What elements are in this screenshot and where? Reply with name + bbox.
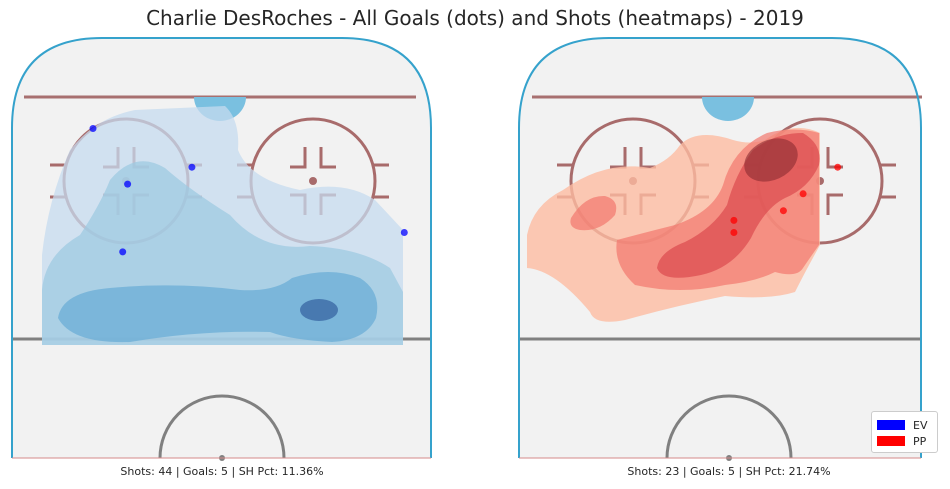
goal-crease xyxy=(702,97,754,121)
pp-heat-level-4 xyxy=(744,138,798,182)
pp-rink-panel xyxy=(518,37,922,461)
rink-boards xyxy=(11,37,432,458)
pp-goal-dot-5 xyxy=(730,229,738,236)
center-circle xyxy=(665,394,793,459)
legend-item-ev: EV xyxy=(877,418,927,432)
pp-goal-dots xyxy=(730,163,842,236)
legend-swatch-pp xyxy=(877,436,905,446)
pp-goal-dot-2 xyxy=(799,190,807,198)
ev-stats-caption: Shots: 44 | Goals: 5 | SH Pct: 11.36% xyxy=(120,465,324,478)
pp-goal-dot-3 xyxy=(779,207,787,215)
pp-goal-dot-1 xyxy=(834,163,842,171)
ev-heat-level-4 xyxy=(300,299,338,321)
ev-goal-dots xyxy=(89,125,408,256)
legend-label-pp: PP xyxy=(913,434,927,448)
faceoff-dot-right xyxy=(309,177,317,185)
pp-goal-dot-4 xyxy=(730,216,738,224)
ev-goal-dot-2 xyxy=(188,163,196,171)
ev-rink-panel xyxy=(11,37,432,461)
legend-label-ev: EV xyxy=(913,418,928,432)
legend-swatch-ev xyxy=(877,420,905,430)
ev-heat-level-3 xyxy=(58,272,378,343)
rink-boards xyxy=(518,37,922,458)
ev-goal-dot-3 xyxy=(124,180,132,188)
legend-item-pp: PP xyxy=(877,434,926,448)
ev-shot-heatmap xyxy=(42,106,403,345)
chart-title: Charlie DesRoches - All Goals (dots) and… xyxy=(146,6,804,30)
pp-stats-caption: Shots: 23 | Goals: 5 | SH Pct: 21.74% xyxy=(627,465,831,478)
center-circle xyxy=(158,394,286,459)
ev-goal-dot-4 xyxy=(119,248,127,256)
pp-shot-heatmap xyxy=(527,127,820,322)
ev-goal-dot-5 xyxy=(400,229,408,236)
legend: EV PP xyxy=(871,411,938,453)
ev-goal-dot-1 xyxy=(89,125,97,132)
